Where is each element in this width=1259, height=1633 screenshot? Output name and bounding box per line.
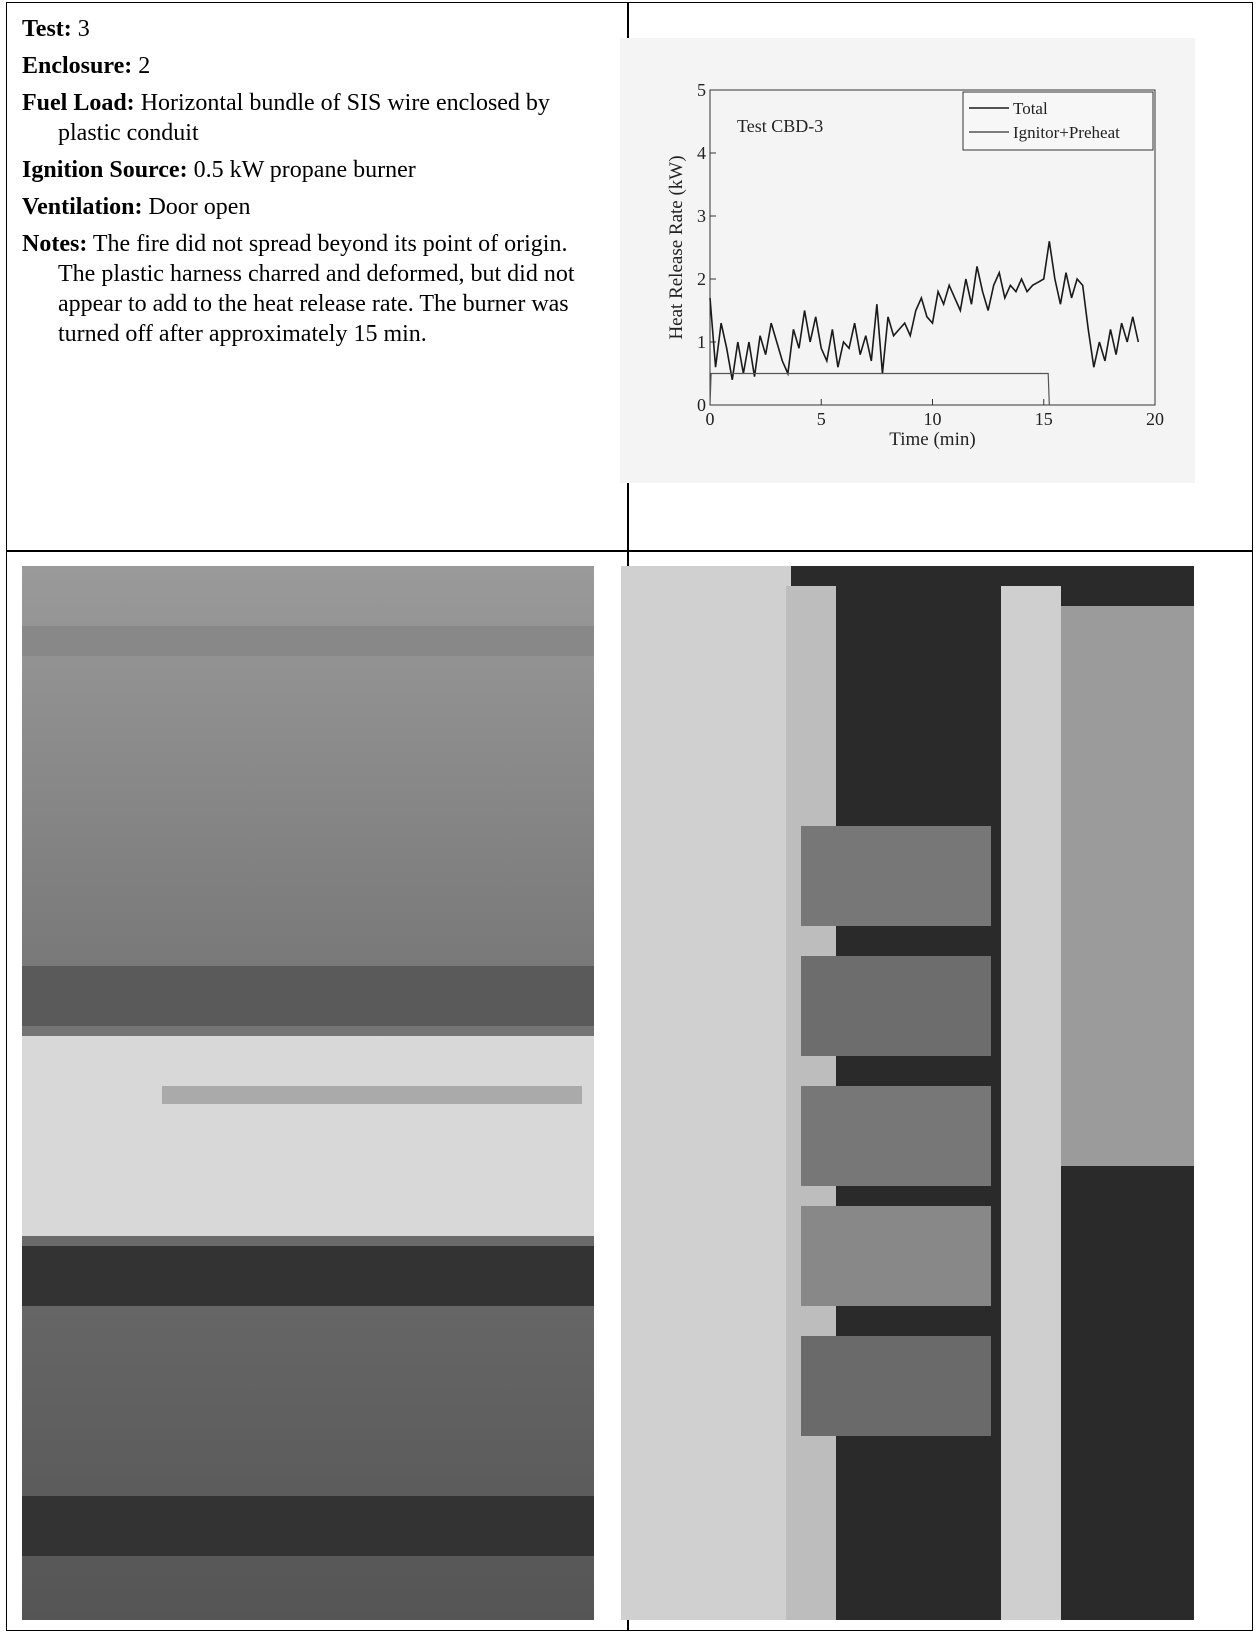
legend-label: Ignitor+Preheat xyxy=(1013,123,1120,142)
x-tick-label: 5 xyxy=(817,409,826,429)
y-tick-label: 5 xyxy=(697,80,706,100)
y-axis-label: Heat Release Rate (kW) xyxy=(666,155,687,339)
field: Notes: The fire did not spread beyond it… xyxy=(22,229,597,349)
chart: 0 5 10 15 20 0 1 2 3 4 5 Time (min) Heat Release Rat… xyxy=(620,38,1195,483)
photo-cabinet xyxy=(621,566,1194,1620)
x-tick-label: 10 xyxy=(924,409,942,429)
photo-harness xyxy=(22,566,594,1620)
x-axis-label: Time (min) xyxy=(889,429,975,450)
field-label: Fuel Load: xyxy=(22,90,135,116)
annotation: Test CBD-3 xyxy=(737,116,823,136)
y-tick-label: 4 xyxy=(697,143,706,163)
field-label: Ventilation: xyxy=(22,194,142,220)
field: Ignition Source: 0.5 kW propane burner xyxy=(22,155,597,185)
field-value: 2 xyxy=(138,53,150,79)
field: Test: 3 xyxy=(22,14,597,44)
y-tick-label: 2 xyxy=(697,269,706,289)
field-label: Ignition Source: xyxy=(22,157,188,183)
y-tick-label: 3 xyxy=(697,206,706,226)
field-value: 0.5 kW propane burner xyxy=(194,157,416,183)
field-label: Notes: xyxy=(22,231,87,257)
field-value: The fire did not spread beyond its point… xyxy=(58,231,575,347)
field-value: 3 xyxy=(78,16,90,42)
y-tick-label: 0 xyxy=(697,395,706,415)
x-tick-label: 0 xyxy=(706,409,715,429)
field-value: Door open xyxy=(148,194,250,220)
x-tick-label: 15 xyxy=(1035,409,1053,429)
x-tick-label: 20 xyxy=(1146,409,1164,429)
test-details: Test: 3 Enclosure: 2 Fuel Load: Horizontal… xyxy=(22,14,597,356)
field-label: Enclosure: xyxy=(22,53,132,79)
field: Fuel Load: Horizontal bundle of SIS wire… xyxy=(22,88,597,148)
y-tick-label: 1 xyxy=(697,332,706,352)
field: Ventilation: Door open xyxy=(22,192,597,222)
legend-label: Total xyxy=(1013,99,1048,118)
page: Test: 3 Enclosure: 2 Fuel Load: Horizontal… xyxy=(0,0,1259,1633)
field-label: Test: xyxy=(22,16,72,42)
field: Enclosure: 2 xyxy=(22,51,597,81)
